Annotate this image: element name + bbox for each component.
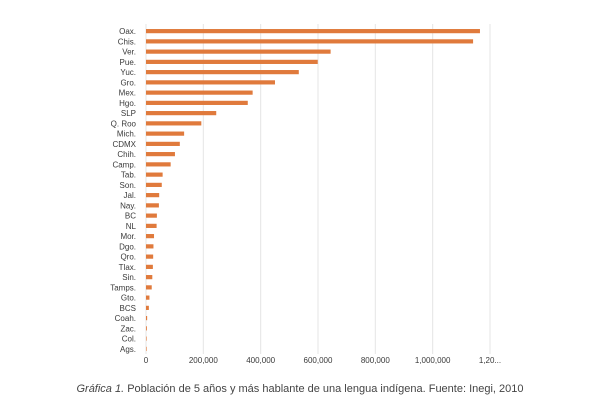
x-tick-label: 200,000: [189, 356, 218, 365]
bar: [146, 131, 185, 136]
x-axis-ticks: 0 200,000 400,000 600,000 800,000 1,000,000 1,…: [144, 356, 501, 365]
category-label: Gro.: [120, 78, 136, 87]
category-label: Pue.: [120, 58, 136, 67]
bar: [146, 305, 149, 310]
category-label: CDMX: [112, 140, 136, 149]
bar: [146, 254, 154, 259]
bar: [146, 295, 150, 300]
category-label: Ags.: [120, 345, 136, 354]
bar: [146, 111, 217, 116]
bar: [146, 49, 331, 54]
bar: [146, 223, 157, 228]
bars: [146, 29, 480, 351]
x-tick-label: 0: [144, 356, 149, 365]
bar: [146, 275, 153, 280]
category-label: Coah.: [115, 314, 136, 323]
x-tick-label: 800,000: [361, 356, 390, 365]
category-label: BCS: [120, 304, 136, 313]
figure-caption: Gráfica 1. Población de 5 años y más hab…: [0, 383, 600, 395]
bar: [146, 172, 163, 177]
category-label: Jal.: [124, 191, 136, 200]
category-label: BC: [125, 212, 136, 221]
bar: [146, 80, 275, 85]
bar: [146, 336, 147, 341]
category-label: Nay.: [120, 201, 136, 210]
category-label: Col.: [122, 335, 136, 344]
category-label: Tlax.: [119, 263, 136, 272]
category-label: Gto.: [121, 294, 136, 303]
bar: [146, 121, 202, 126]
category-label: Oax.: [119, 27, 136, 36]
bar: [146, 244, 154, 249]
x-tick-label: 400,000: [246, 356, 275, 365]
bar: [146, 39, 474, 44]
bar: [146, 100, 248, 105]
x-tick-label: 1,000,000: [415, 356, 451, 365]
bar: [146, 213, 157, 218]
category-label: Sin.: [122, 273, 136, 282]
grid-lines: [145, 24, 491, 354]
bar: [146, 70, 299, 75]
category-label: Chih.: [117, 150, 136, 159]
bar: [146, 264, 153, 269]
category-label: Chis.: [118, 37, 136, 46]
category-label: Son.: [120, 181, 136, 190]
category-label: Zac.: [120, 324, 136, 333]
bar: [146, 182, 162, 187]
bar: [146, 234, 155, 239]
bar: [146, 346, 147, 351]
category-label: Ver.: [122, 48, 136, 57]
category-label: NL: [126, 222, 137, 231]
category-label: Yuc.: [120, 68, 136, 77]
caption-text: Población de 5 años y más hablante de un…: [124, 383, 524, 395]
category-label: Hgo.: [119, 99, 136, 108]
category-label: Mich.: [117, 130, 136, 139]
bar: [146, 29, 480, 34]
bar: [146, 141, 180, 146]
bar: [146, 326, 147, 331]
category-label: Tamps.: [110, 283, 136, 292]
category-label: Qro.: [120, 253, 136, 262]
bar: [146, 203, 159, 208]
bar: [146, 316, 148, 321]
bar: [146, 152, 175, 157]
bar: [146, 285, 152, 290]
bar: [146, 59, 318, 64]
category-label: Mex.: [119, 89, 136, 98]
category-label: Mor.: [120, 232, 136, 241]
category-label: SLP: [121, 109, 136, 118]
bar: [146, 193, 160, 198]
x-tick-label: 600,000: [304, 356, 333, 365]
category-label: Tab.: [121, 171, 136, 180]
bar: [146, 162, 171, 167]
figure-label: Gráfica 1.: [76, 383, 125, 395]
category-label: Camp.: [112, 160, 136, 169]
category-label: Q. Roo: [111, 119, 137, 128]
x-tick-label: 1,20...: [479, 356, 501, 365]
bar: [146, 90, 253, 95]
category-label: Dgo.: [119, 242, 136, 251]
